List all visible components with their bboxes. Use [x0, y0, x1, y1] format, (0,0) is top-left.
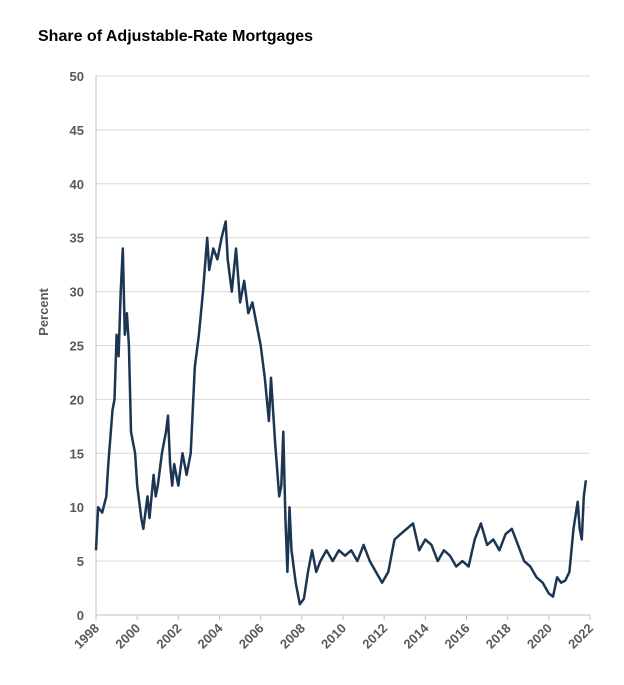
x-tick-label: 2018	[483, 621, 514, 652]
y-tick-label: 50	[70, 69, 84, 84]
y-tick-label: 5	[77, 554, 84, 569]
y-tick-label: 40	[70, 177, 84, 192]
y-tick-label: 45	[70, 123, 84, 138]
x-tick-label: 2010	[318, 621, 349, 652]
x-tick-label: 2020	[524, 621, 555, 652]
x-tick-label: 2002	[153, 621, 184, 652]
y-tick-label: 0	[77, 608, 84, 623]
x-tick-label: 2012	[359, 621, 390, 652]
y-axis-label: Percent	[36, 287, 51, 335]
y-tick-label: 30	[70, 285, 84, 300]
chart-title: Share of Adjustable-Rate Mortgages	[38, 28, 313, 45]
x-tick-label: 2016	[442, 621, 473, 652]
x-tick-label: 2004	[195, 620, 227, 652]
y-tick-label: 35	[70, 231, 84, 246]
y-tick-label: 25	[70, 339, 84, 354]
x-tick-label: 2014	[400, 620, 432, 652]
y-tick-label: 20	[70, 392, 84, 407]
y-tick-label: 15	[70, 446, 84, 461]
y-tick-label: 10	[70, 500, 84, 515]
x-tick-label: 2008	[277, 621, 308, 652]
x-tick-label: 2006	[236, 621, 267, 652]
x-tick-label: 2022	[565, 621, 596, 652]
x-tick-label: 1998	[71, 621, 102, 652]
line	[94, 220, 588, 606]
x-tick-label: 2000	[112, 621, 143, 652]
